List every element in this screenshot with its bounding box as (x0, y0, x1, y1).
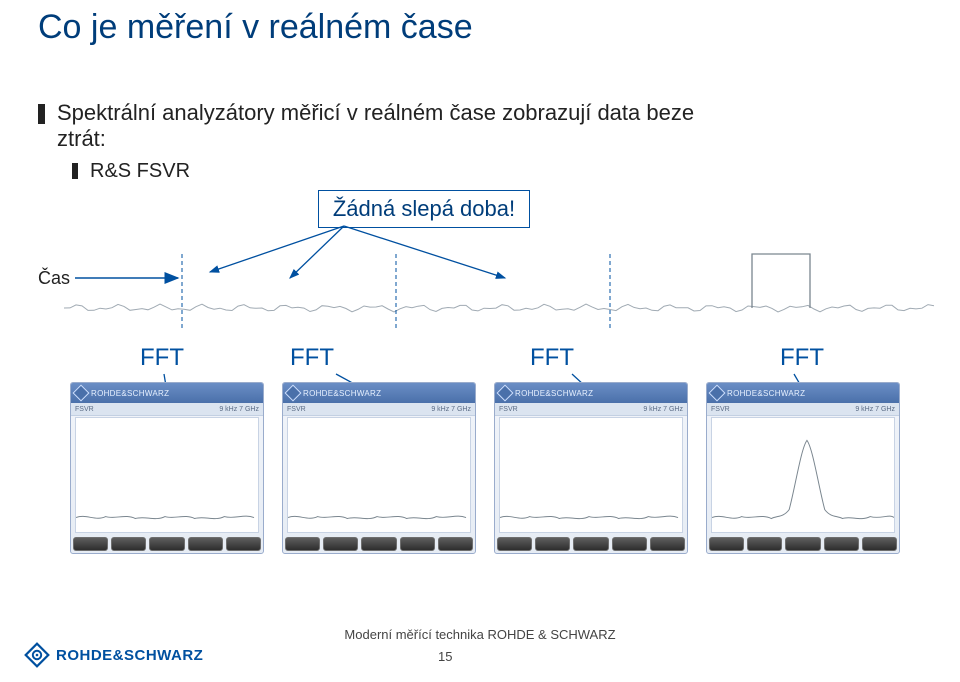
panel-subheader: FSVR 9 kHz 7 GHz (495, 403, 687, 416)
panel-header: ROHDE&SCHWARZ (283, 383, 475, 403)
footer-text: Moderní měřící technika ROHDE & SCHWARZ (0, 627, 960, 642)
panel-plot (75, 417, 259, 533)
panel-footer-button (323, 537, 358, 551)
fft-label: FFT (530, 344, 574, 372)
panel-sub-right: 9 kHz 7 GHz (855, 406, 895, 413)
bullet-2: R&S FSVR (72, 160, 190, 183)
panel-row: ROHDE&SCHWARZ FSVR 9 kHz 7 GHz ROHDE&SCHWA… (70, 382, 900, 554)
panel-header-text: ROHDE&SCHWARZ (515, 389, 593, 398)
panel-footer-button (111, 537, 146, 551)
panel-footer-button (862, 537, 897, 551)
panel-sub-left: FSVR (499, 406, 518, 413)
bullet-marker (38, 104, 45, 124)
fft-label: FFT (140, 344, 184, 372)
panel-footer-button (285, 537, 320, 551)
analyzer-panel-3: ROHDE&SCHWARZ FSVR 9 kHz 7 GHz (494, 382, 688, 554)
panel-logo-icon (285, 385, 302, 402)
panel-footer (497, 537, 685, 551)
panel-header: ROHDE&SCHWARZ (71, 383, 263, 403)
panel-footer-button (438, 537, 473, 551)
analyzer-panel-2: ROHDE&SCHWARZ FSVR 9 kHz 7 GHz (282, 382, 476, 554)
panel-plot (711, 417, 895, 533)
slide-title: Co je měření v reálném čase (38, 8, 473, 47)
panel-footer-button (535, 537, 570, 551)
panel-header-text: ROHDE&SCHWARZ (91, 389, 169, 398)
panel-header-text: ROHDE&SCHWARZ (303, 389, 381, 398)
panel-header: ROHDE&SCHWARZ (707, 383, 899, 403)
panel-footer-button (573, 537, 608, 551)
panel-plot (499, 417, 683, 533)
panel-subheader: FSVR 9 kHz 7 GHz (283, 403, 475, 416)
panel-header-text: ROHDE&SCHWARZ (727, 389, 805, 398)
bullet-1: Spektrální analyzátory měřicí v reálném … (38, 100, 738, 152)
panel-sub-right: 9 kHz 7 GHz (431, 406, 471, 413)
panel-footer (73, 537, 261, 551)
panel-footer-button (650, 537, 685, 551)
logo-text: ROHDE&SCHWARZ (56, 647, 203, 664)
panel-logo-icon (73, 385, 90, 402)
panel-plot (287, 417, 471, 533)
bullet-1-text: Spektrální analyzátory měřicí v reálném … (57, 100, 738, 152)
panel-sub-left: FSVR (711, 406, 730, 413)
panel-logo-icon (497, 385, 514, 402)
bullet-marker (72, 163, 78, 179)
analyzer-panel-1: ROHDE&SCHWARZ FSVR 9 kHz 7 GHz (70, 382, 264, 554)
callout-box: Žádná slepá doba! (318, 190, 530, 228)
panel-footer-button (497, 537, 532, 551)
panel-footer-button (73, 537, 108, 551)
panel-sub-left: FSVR (75, 406, 94, 413)
panel-footer-button (226, 537, 261, 551)
fft-label: FFT (780, 344, 824, 372)
panel-footer-button (747, 537, 782, 551)
panel-sub-left: FSVR (287, 406, 306, 413)
panel-footer-button (824, 537, 859, 551)
panel-footer-button (361, 537, 396, 551)
panel-footer-button (188, 537, 223, 551)
analyzer-panel-4: ROHDE&SCHWARZ FSVR 9 kHz 7 GHz (706, 382, 900, 554)
panel-footer (709, 537, 897, 551)
logo-icon (24, 642, 50, 668)
panel-logo-icon (709, 385, 726, 402)
panel-footer-button (709, 537, 744, 551)
panel-subheader: FSVR 9 kHz 7 GHz (707, 403, 899, 416)
panel-footer-button (149, 537, 184, 551)
bullet-2-text: R&S FSVR (90, 160, 190, 183)
panel-footer-button (400, 537, 435, 551)
brand-logo: ROHDE&SCHWARZ (24, 642, 203, 668)
panel-sub-right: 9 kHz 7 GHz (219, 406, 259, 413)
panel-subheader: FSVR 9 kHz 7 GHz (71, 403, 263, 416)
panel-sub-right: 9 kHz 7 GHz (643, 406, 683, 413)
page-number: 15 (438, 649, 960, 664)
timeline-diagram (64, 252, 936, 332)
panel-footer-button (785, 537, 820, 551)
fft-label: FFT (290, 344, 334, 372)
panel-header: ROHDE&SCHWARZ (495, 383, 687, 403)
callout-text: Žádná slepá doba! (333, 196, 515, 222)
panel-footer-button (612, 537, 647, 551)
panel-footer (285, 537, 473, 551)
